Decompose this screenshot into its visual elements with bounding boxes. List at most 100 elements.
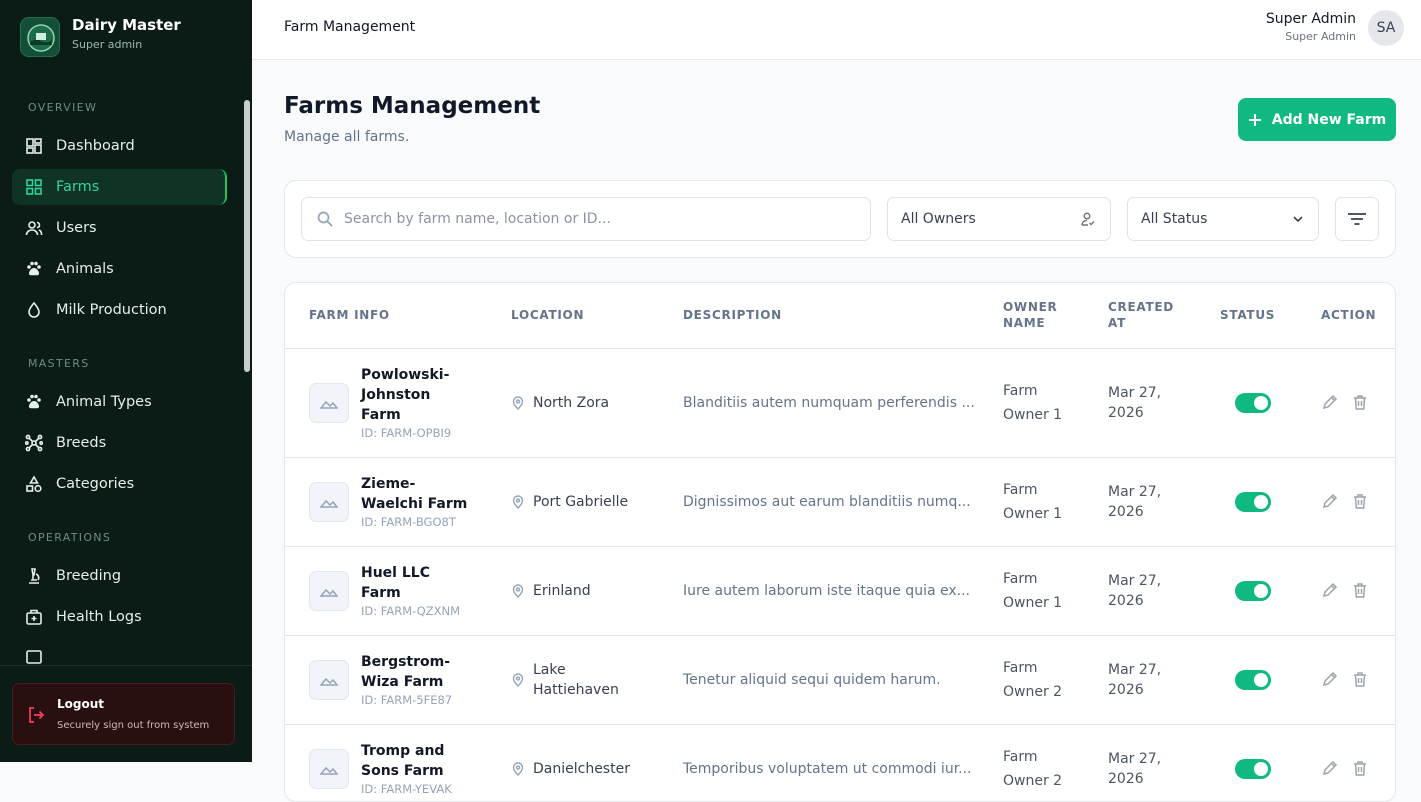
farm-info: Bergstrom-Wiza Farm ID: FARM-5FE87	[309, 652, 495, 708]
nav-item[interactable]: Farms	[12, 169, 227, 205]
status-toggle[interactable]	[1235, 669, 1271, 690]
column-header: FARM INFO	[285, 283, 503, 349]
nav-item[interactable]: Animals	[12, 251, 227, 287]
farm-id: ID: FARM-5FE87	[361, 692, 453, 707]
status-filter-label: All Status	[1141, 211, 1208, 227]
column-header: CREATED AT	[1100, 283, 1212, 349]
owner-filter[interactable]: All Owners	[887, 197, 1111, 241]
scrollbar[interactable]	[244, 100, 250, 372]
status-toggle[interactable]	[1235, 392, 1271, 413]
table-cell: Farm Owner 1	[995, 457, 1100, 547]
created-at: Mar 27, 2026	[1108, 661, 1162, 698]
user-name: Super Admin	[1265, 11, 1356, 27]
nav-item[interactable]	[12, 640, 227, 665]
table-cell: Bergstrom-Wiza Farm ID: FARM-5FE87	[285, 635, 503, 725]
farm-info: Powlowski-Johnston Farm ID: FARM-OPBI9	[309, 365, 495, 441]
table-cell: Powlowski-Johnston Farm ID: FARM-OPBI9	[285, 348, 503, 458]
status-toggle[interactable]	[1235, 580, 1271, 601]
nav-item[interactable]: Users	[12, 210, 227, 246]
page-title: Farms Management	[284, 93, 541, 119]
topbar: Farm Management Super Admin Super Admin …	[252, 0, 1421, 60]
location-icon	[511, 761, 525, 776]
delete-button[interactable]	[1352, 493, 1368, 510]
nav-item[interactable]: Milk Production	[12, 292, 227, 328]
nav-item[interactable]: Animal Types	[12, 384, 227, 420]
column-header: ACTION	[1313, 283, 1395, 349]
edit-button[interactable]	[1321, 493, 1338, 510]
edit-button[interactable]	[1321, 394, 1338, 411]
farm-id: ID: FARM-OPBI9	[361, 425, 452, 440]
table-cell: Huel LLC Farm ID: FARM-QZXNM	[285, 546, 503, 636]
column-header: DESCRIPTION	[675, 283, 995, 349]
avatar[interactable]: SA	[1368, 10, 1404, 46]
status-toggle[interactable]	[1235, 491, 1271, 512]
table-cell: Farm Owner 1	[995, 546, 1100, 636]
logout-title: Logout	[57, 697, 105, 711]
description: Temporibus voluptatem ut commodi iur...	[683, 760, 972, 777]
farms-table: FARM INFO LOCATION DESCRIPTION OWNER NAME CR…	[285, 283, 1395, 801]
table-body: Powlowski-Johnston Farm ID: FARM-OPBI9 Nor…	[285, 348, 1395, 801]
table-cell: Blanditiis autem numquam perferendis ...	[675, 348, 995, 458]
description: Blanditiis autem numquam perferendis ...	[683, 394, 975, 411]
table-cell	[1313, 546, 1395, 636]
table-row: Bergstrom-Wiza Farm ID: FARM-5FE87 Lake Ha…	[285, 635, 1395, 725]
location-icon	[511, 494, 525, 509]
column-label: STATUS	[1220, 308, 1276, 323]
table-cell: Erinland	[503, 546, 675, 636]
farm-thumbnail	[309, 659, 349, 700]
nav-label: Health Logs	[56, 609, 142, 625]
farm-text: Bergstrom-Wiza Farm ID: FARM-5FE87	[361, 652, 473, 708]
sidebar-footer: Logout Securely sign out from system	[0, 665, 252, 762]
edit-button[interactable]	[1321, 671, 1338, 688]
actions	[1321, 760, 1387, 777]
table-cell: Mar 27, 2026	[1100, 635, 1212, 725]
delete-button[interactable]	[1352, 582, 1368, 599]
table-row: Huel LLC Farm ID: FARM-QZXNM Erinland Iure …	[285, 546, 1395, 636]
created-at: Mar 27, 2026	[1108, 384, 1162, 421]
table-cell: Tromp and Sons Farm ID: FARM-YEVAK	[285, 724, 503, 801]
nav-item[interactable]: Breeds	[12, 425, 227, 461]
column-header: OWNER NAME	[995, 283, 1100, 349]
logout-button[interactable]: Logout Securely sign out from system	[12, 683, 235, 745]
description: Iure autem laborum iste itaque quia ex..…	[683, 582, 970, 599]
farm-text: Huel LLC Farm ID: FARM-QZXNM	[361, 563, 473, 619]
farm-text: Zieme-Waelchi Farm ID: FARM-BGO8T	[361, 474, 473, 530]
created-at: Mar 27, 2026	[1108, 483, 1162, 520]
owner-name: Farm Owner 2	[1003, 659, 1063, 700]
table-cell: Mar 27, 2026	[1100, 348, 1212, 458]
table-cell	[1313, 724, 1395, 801]
nav-item[interactable]: Categories	[12, 466, 227, 502]
table-cell: Danielchester	[503, 724, 675, 801]
delete-button[interactable]	[1352, 760, 1368, 777]
search-input[interactable]: Search by farm name, location or ID...	[301, 197, 871, 241]
delete-button[interactable]	[1352, 394, 1368, 411]
column-label: ACTION	[1321, 308, 1377, 323]
owner-name: Farm Owner 2	[1003, 748, 1063, 789]
location: Port Gabrielle	[511, 492, 667, 512]
edit-button[interactable]	[1321, 582, 1338, 599]
delete-button[interactable]	[1352, 671, 1368, 688]
table-cell: Dignissimos aut earum blanditiis numq...	[675, 457, 995, 547]
nav-item[interactable]: Dashboard	[12, 128, 227, 164]
column-header: STATUS	[1212, 283, 1313, 349]
farm-thumbnail	[309, 481, 349, 522]
add-button[interactable]: Add New Farm	[1238, 98, 1396, 141]
edit-button[interactable]	[1321, 760, 1338, 777]
location: Lake Hattiehaven	[511, 660, 667, 700]
page-subtitle: Manage all farms.	[284, 129, 410, 145]
brand: Dairy Master	[72, 16, 181, 34]
status-filter[interactable]: All Status	[1127, 197, 1319, 241]
farm-id: ID: FARM-BGO8T	[361, 514, 456, 529]
filter-button[interactable]	[1335, 197, 1379, 241]
logout-subtitle: Securely sign out from system	[57, 720, 210, 731]
farm-thumbnail	[309, 748, 349, 789]
nav-item[interactable]: Breeding	[12, 558, 227, 594]
nav-section: OVERVIEW Dashboard Farms Users Animals M…	[0, 100, 252, 328]
column-label: CREATED AT	[1108, 300, 1174, 331]
nav-item[interactable]: Health Logs	[12, 599, 227, 635]
filter-card: Search by farm name, location or ID... A…	[284, 180, 1396, 258]
nav-label: Dashboard	[56, 138, 135, 154]
column-label: OWNER NAME	[1003, 300, 1058, 331]
farm-name: Bergstrom-Wiza Farm	[361, 653, 451, 690]
